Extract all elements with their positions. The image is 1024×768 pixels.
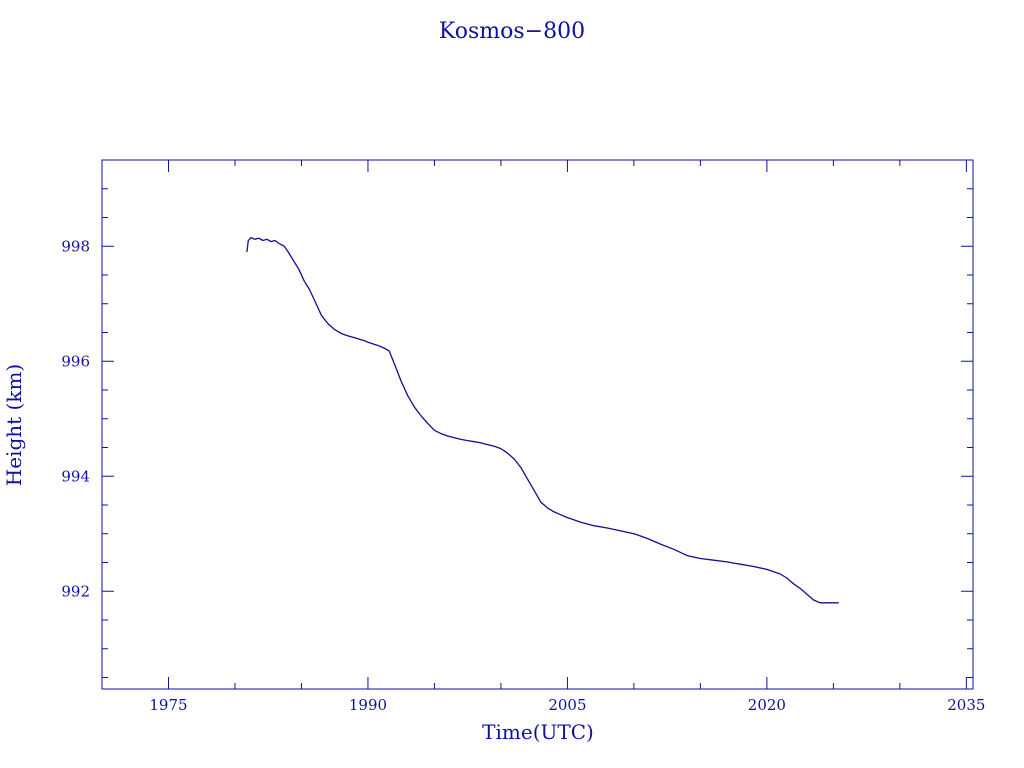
y-tick-label: 998 [61, 237, 90, 255]
x-axis-label: Time(UTC) [482, 720, 594, 744]
axis-ticks [101, 160, 973, 689]
x-tick-label: 2035 [947, 696, 985, 714]
series-line [246, 236, 839, 604]
y-axis-label: Height (km) [2, 364, 26, 486]
x-tick-label: 1990 [349, 696, 387, 714]
tick-labels: 1975 1990 2005 2020 2035 992 994 996 998 [61, 237, 985, 714]
x-tick-label: 2005 [548, 696, 586, 714]
y-tick-label: 992 [61, 582, 90, 600]
x-tick-label: 2020 [748, 696, 786, 714]
plot-frame [101, 159, 974, 690]
y-tick-label: 994 [61, 467, 90, 485]
y-tick-label: 996 [61, 352, 90, 370]
chart-title: Kosmos−800 [439, 19, 585, 44]
x-tick-label: 1975 [149, 696, 187, 714]
